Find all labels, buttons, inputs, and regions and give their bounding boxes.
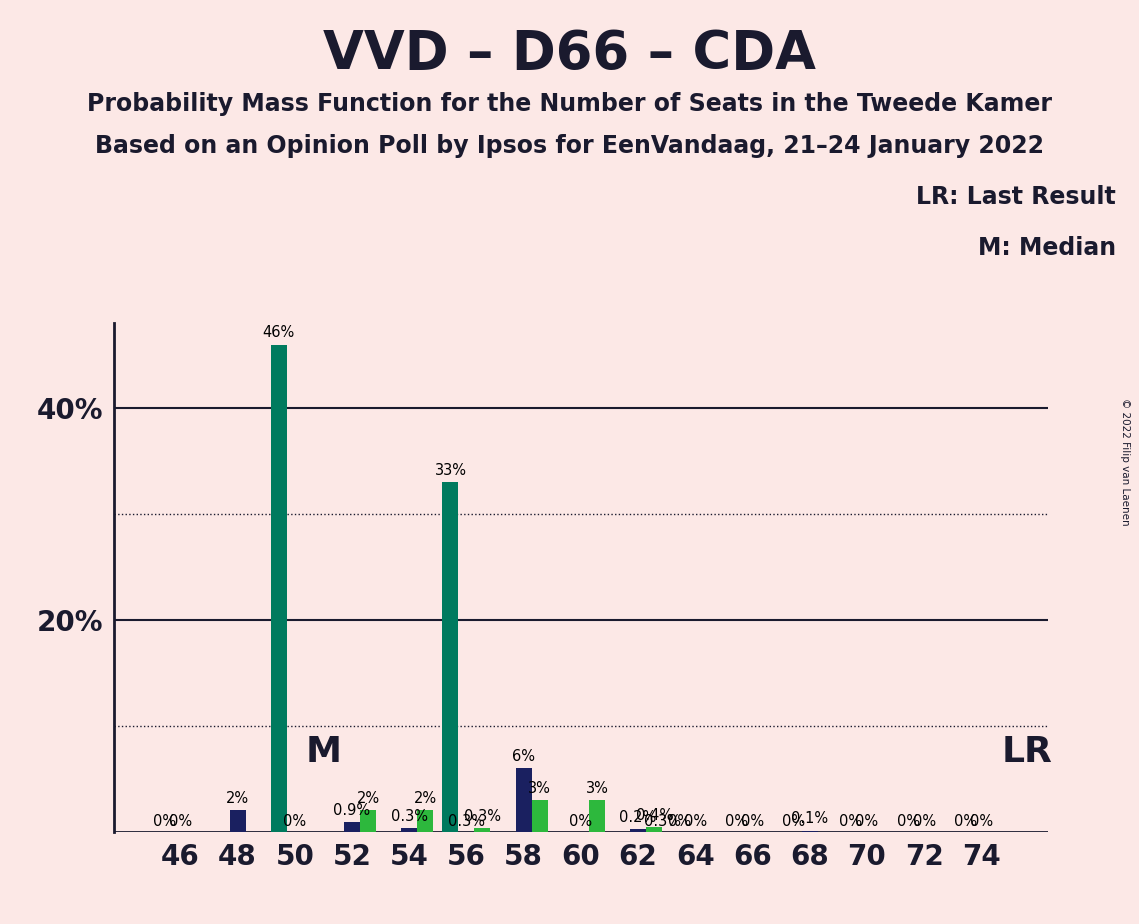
Bar	[417, 810, 433, 832]
Text: 3%: 3%	[585, 781, 608, 796]
Text: 2%: 2%	[226, 791, 249, 806]
Text: 0.1%: 0.1%	[792, 811, 828, 826]
Bar	[802, 831, 818, 832]
Text: 0.3%: 0.3%	[391, 809, 428, 824]
Bar	[630, 830, 646, 832]
Text: Probability Mass Function for the Number of Seats in the Tweede Kamer: Probability Mass Function for the Number…	[87, 92, 1052, 116]
Bar	[344, 822, 360, 832]
Text: 0.2%: 0.2%	[620, 810, 657, 825]
Text: 0%: 0%	[683, 814, 707, 830]
Text: 0%: 0%	[912, 814, 936, 830]
Text: 0%: 0%	[969, 814, 993, 830]
Text: M: Median: M: Median	[978, 236, 1116, 260]
Bar	[360, 810, 376, 832]
Bar	[230, 810, 246, 832]
Bar	[516, 768, 532, 832]
Text: LR: LR	[1001, 736, 1052, 769]
Text: 0.9%: 0.9%	[334, 803, 370, 818]
Text: 0%: 0%	[284, 814, 306, 830]
Text: 0%: 0%	[724, 814, 748, 830]
Text: 2%: 2%	[357, 791, 379, 806]
Bar	[532, 800, 548, 832]
Bar	[271, 345, 287, 832]
Bar	[589, 800, 605, 832]
Text: 0%: 0%	[839, 814, 862, 830]
Text: 0%: 0%	[570, 814, 592, 830]
Text: 0%: 0%	[153, 814, 175, 830]
Text: 0%: 0%	[782, 814, 805, 830]
Text: 46%: 46%	[263, 325, 295, 340]
Bar	[646, 827, 662, 832]
Text: 0.3%: 0.3%	[464, 809, 501, 824]
Text: Based on an Opinion Poll by Ipsos for EenVandaag, 21–24 January 2022: Based on an Opinion Poll by Ipsos for Ee…	[95, 134, 1044, 158]
Text: 6%: 6%	[513, 748, 535, 764]
Text: 0.4%: 0.4%	[636, 808, 673, 823]
Text: 3%: 3%	[528, 781, 551, 796]
Bar	[442, 482, 459, 832]
Text: 2%: 2%	[413, 791, 437, 806]
Text: 0.3%: 0.3%	[448, 814, 485, 830]
Text: 0.3%: 0.3%	[644, 814, 681, 830]
Text: 0%: 0%	[953, 814, 977, 830]
Text: 0%: 0%	[855, 814, 878, 830]
Text: © 2022 Filip van Laenen: © 2022 Filip van Laenen	[1121, 398, 1130, 526]
Bar	[401, 829, 417, 832]
Text: 0%: 0%	[667, 814, 691, 830]
Text: 33%: 33%	[434, 463, 467, 478]
Text: M: M	[305, 736, 342, 769]
Text: LR: Last Result: LR: Last Result	[917, 185, 1116, 209]
Text: VVD – D66 – CDA: VVD – D66 – CDA	[323, 28, 816, 79]
Text: 0%: 0%	[896, 814, 919, 830]
Text: 0%: 0%	[169, 814, 192, 830]
Text: 0%: 0%	[741, 814, 764, 830]
Bar	[475, 829, 491, 832]
